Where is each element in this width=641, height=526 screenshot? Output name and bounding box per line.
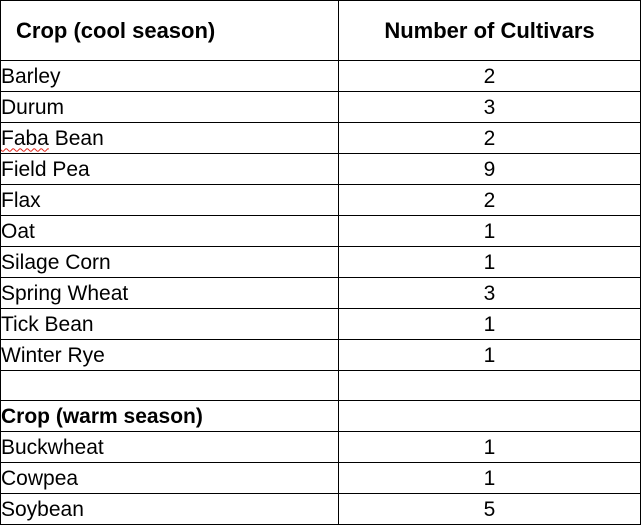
cultivar-count-cell[interactable]: 1 — [338, 339, 641, 371]
cultivar-count-cell[interactable]: 5 — [338, 493, 641, 525]
cultivar-count-column-header[interactable]: Number of Cultivars — [338, 0, 641, 61]
cultivar-count-cell[interactable]: 2 — [338, 184, 641, 216]
cultivar-count-cell[interactable]: 1 — [338, 431, 641, 463]
warm-season-section-title[interactable]: Crop (warm season) — [0, 400, 339, 432]
crop-name-cell[interactable]: Soybean — [0, 493, 339, 525]
table-row: Silage Corn 1 — [0, 246, 641, 278]
table-row: Soybean 5 — [0, 493, 641, 525]
crop-name-cell[interactable]: Silage Corn — [0, 246, 339, 278]
cultivar-count-cell[interactable]: 9 — [338, 153, 641, 185]
crop-name-cell[interactable]: Cowpea — [0, 462, 339, 494]
empty-cell[interactable] — [0, 370, 339, 401]
cultivar-count-cell[interactable]: 2 — [338, 122, 641, 154]
table-row: Oat 1 — [0, 215, 641, 247]
crop-name-cell[interactable]: Oat — [0, 215, 339, 247]
cultivar-count-cell[interactable]: 1 — [338, 308, 641, 340]
table-row: Faba Bean 2 — [0, 122, 641, 154]
crop-name-cell[interactable]: Winter Rye — [0, 339, 339, 371]
crop-name-cell[interactable]: Flax — [0, 184, 339, 216]
empty-table-row — [0, 370, 641, 401]
crop-name-cell[interactable]: Barley — [0, 60, 339, 92]
table-row: Spring Wheat 3 — [0, 277, 641, 309]
table-row: Durum 3 — [0, 91, 641, 123]
table-row: Barley 2 — [0, 60, 641, 92]
cultivar-count-cell[interactable]: 2 — [338, 60, 641, 92]
empty-cell[interactable] — [338, 400, 641, 432]
table-row: Field Pea 9 — [0, 153, 641, 185]
crop-name-cell[interactable]: Buckwheat — [0, 431, 339, 463]
crop-name-cell[interactable]: Spring Wheat — [0, 277, 339, 309]
cultivar-count-cell[interactable]: 1 — [338, 246, 641, 278]
crop-name-cell[interactable]: Tick Bean — [0, 308, 339, 340]
cultivar-count-cell[interactable]: 1 — [338, 215, 641, 247]
table-row: Flax 2 — [0, 184, 641, 216]
warm-season-header-row: Crop (warm season) — [0, 400, 641, 432]
crop-name-cell[interactable]: Durum — [0, 91, 339, 123]
crop-column-header[interactable]: Crop (cool season) — [0, 0, 339, 61]
table-row: Tick Bean 1 — [0, 308, 641, 340]
crop-name-rest: Bean — [48, 126, 104, 150]
table-header-row: Crop (cool season) Number of Cultivars — [0, 0, 641, 61]
cultivar-count-cell[interactable]: 3 — [338, 277, 641, 309]
spellcheck-flagged-word[interactable]: Faba — [1, 126, 49, 150]
crop-name-cell[interactable]: Faba Bean — [0, 122, 339, 154]
crop-name-cell[interactable]: Field Pea — [0, 153, 339, 185]
table-row: Buckwheat 1 — [0, 431, 641, 463]
empty-cell[interactable] — [338, 370, 641, 401]
table-row: Winter Rye 1 — [0, 339, 641, 371]
table-row: Cowpea 1 — [0, 462, 641, 494]
cultivar-count-cell[interactable]: 3 — [338, 91, 641, 123]
cultivar-count-cell[interactable]: 1 — [338, 462, 641, 494]
